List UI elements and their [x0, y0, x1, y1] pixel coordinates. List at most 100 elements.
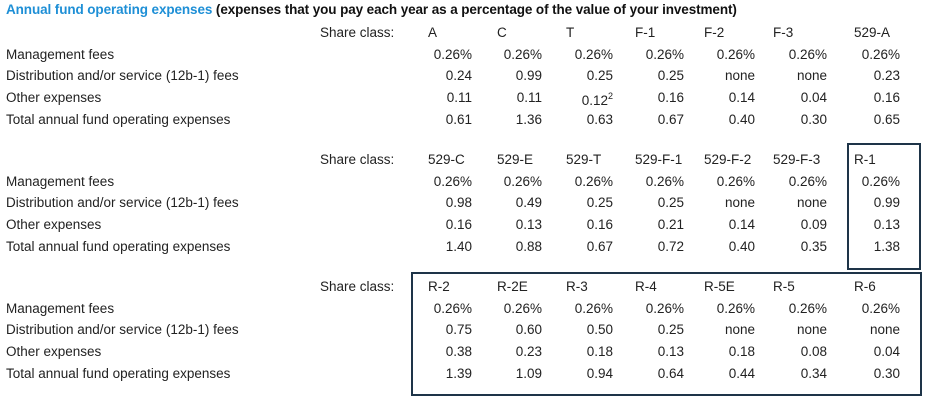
table-row: Management fees 0.26% 0.26% 0.26% 0.26% 0.26%… [0, 47, 928, 67]
fee-value: 0.65 [830, 112, 900, 127]
fee-value-text: 0.26% [433, 301, 472, 316]
fee-value-text: 0.14 [728, 90, 755, 105]
share-class-name: A [428, 25, 438, 40]
fee-value: 0.26% [402, 47, 472, 62]
share-class-name: 529-A [854, 25, 891, 40]
fee-value-text: 0.08 [800, 344, 827, 359]
fee-value: 0.26% [685, 174, 755, 189]
row-label: Management fees [6, 301, 115, 316]
fee-value-text: 0.13 [657, 344, 684, 359]
fee-value: none [685, 195, 755, 210]
fee-value: 0.24 [402, 68, 472, 83]
fee-value-text: 0.26% [861, 47, 900, 62]
fee-value: 0.04 [757, 90, 827, 105]
fee-value-text: 0.61 [445, 112, 472, 127]
r1-highlight-box [847, 143, 921, 270]
fee-value-text: 0.04 [800, 90, 827, 105]
fee-value-text: 1.39 [445, 366, 472, 381]
fee-value: 0.26% [614, 301, 684, 316]
share-class-name: R-4 [635, 279, 657, 294]
fee-value: 0.50 [543, 322, 613, 337]
fee-value-text: none [724, 195, 755, 210]
share-class-name: 529-T [566, 152, 602, 167]
fee-value: 0.26% [685, 47, 755, 62]
fee-value-text: 0.26% [716, 47, 755, 62]
fee-value: 0.26% [757, 301, 827, 316]
fee-value: none [685, 322, 755, 337]
fee-value-text: 0.30 [873, 366, 900, 381]
fee-value: none [685, 68, 755, 83]
table-title: Annual fund operating expenses (expenses… [6, 2, 737, 17]
table-row: Management fees 0.26% 0.26% 0.26% 0.26% 0.26%… [0, 174, 928, 194]
row-label: Management fees [6, 47, 115, 62]
fee-value: 0.26% [614, 47, 684, 62]
fee-value-text: 0.26% [574, 174, 613, 189]
title-description: (expenses that you pay each year as a pe… [212, 2, 737, 17]
share-class-name: 529-F-3 [773, 152, 821, 167]
row-label: Management fees [6, 174, 115, 189]
fee-value-text: 0.26% [645, 47, 684, 62]
fee-value-text: 0.23 [873, 68, 900, 83]
r-classes-highlight-box [411, 272, 922, 396]
row-label: Distribution and/or service (12b-1) fees [6, 195, 239, 210]
fee-value: 0.26% [543, 47, 613, 62]
fee-value-text: 0.26% [503, 47, 542, 62]
share-class-header-row: Share class: R-2 R-2E R-3 R-4 R-5E R-5 R-6 [0, 279, 928, 299]
fee-value-text: 0.16 [445, 217, 472, 232]
fee-value-text: 0.94 [586, 366, 613, 381]
share-class-header-row: Share class: A C T F-1 F-2 F-3 529-A [0, 25, 928, 45]
share-class-name: R-1 [854, 152, 876, 167]
fee-value-text: 0.13 [873, 217, 900, 232]
fee-value: 0.122 [543, 91, 613, 109]
fee-value-text: 0.99 [515, 68, 542, 83]
fee-value: 0.13 [830, 217, 900, 232]
fee-value-text: 0.64 [657, 366, 684, 381]
fee-value-text: none [724, 322, 755, 337]
fee-value-text: 0.14 [728, 217, 755, 232]
footnote-marker: 2 [607, 91, 613, 101]
fee-value: 0.99 [472, 68, 542, 83]
fee-value-text: 0.16 [586, 217, 613, 232]
table-row: Other expenses 0.38 0.23 0.18 0.13 0.18 0.08 0.… [0, 344, 928, 364]
table-row: Distribution and/or service (12b-1) fees… [0, 195, 928, 215]
fee-value: 0.63 [543, 112, 613, 127]
title-highlight: Annual fund operating expenses [6, 2, 213, 17]
fee-value: 1.09 [472, 366, 542, 381]
table-row: Other expenses 0.11 0.11 0.122 0.16 0.14 0.04 0… [0, 90, 928, 110]
fee-value: 1.36 [472, 112, 542, 127]
fee-value: 0.26% [830, 301, 900, 316]
fee-value: 0.30 [757, 112, 827, 127]
fee-value-text: none [724, 68, 755, 83]
fee-value-text: 0.21 [657, 217, 684, 232]
fee-value-text: 0.99 [873, 195, 900, 210]
fee-value: 0.26% [402, 301, 472, 316]
fee-value-text: 0.26% [645, 174, 684, 189]
fee-value: 0.13 [614, 344, 684, 359]
fee-value: 0.26% [614, 174, 684, 189]
table-row: Total annual fund operating expenses 1.39… [0, 366, 928, 386]
row-label: Other expenses [6, 344, 102, 359]
fee-value-text: 0.30 [800, 112, 827, 127]
fee-value-text: 0.26% [861, 301, 900, 316]
fee-value-text: 0.23 [515, 344, 542, 359]
fee-value-text: 0.25 [586, 195, 613, 210]
fee-value: 0.40 [685, 239, 755, 254]
fee-value: 0.16 [614, 90, 684, 105]
fee-value-text: 0.25 [657, 322, 684, 337]
fee-value: 0.34 [757, 366, 827, 381]
fee-value-text: 0.26% [574, 47, 613, 62]
fee-value-text: none [869, 322, 900, 337]
fee-value: 0.25 [614, 68, 684, 83]
share-class-name: R-2 [428, 279, 450, 294]
fee-value: 0.61 [402, 112, 472, 127]
fee-value-text: 0.44 [728, 366, 755, 381]
fee-value: none [830, 322, 900, 337]
fee-value-text: 0.26% [716, 174, 755, 189]
fee-value-text: 0.09 [800, 217, 827, 232]
share-class-label: Share class: [320, 279, 395, 294]
fee-value-text: 0.88 [515, 239, 542, 254]
fee-value-text: 0.35 [800, 239, 827, 254]
fee-value-text: 0.34 [800, 366, 827, 381]
fee-value-text: 0.67 [657, 112, 684, 127]
fee-value: 0.25 [543, 195, 613, 210]
